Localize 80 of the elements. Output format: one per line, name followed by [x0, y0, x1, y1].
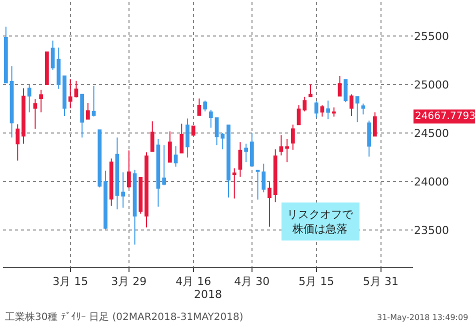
candlestick [50, 40, 55, 70]
candlestick [115, 137, 120, 210]
candlestick [214, 117, 219, 146]
candlestick [372, 112, 377, 136]
x-tick-label: 3月 29 [111, 275, 147, 288]
candlestick [338, 75, 342, 96]
candlestick [238, 142, 242, 178]
candlestick [62, 75, 66, 116]
candlestick [262, 163, 266, 193]
candlestick [268, 182, 272, 228]
candlestick [279, 134, 284, 156]
x-tick-label: 4月 30 [234, 275, 270, 288]
x-tick-label: 5月 31 [363, 275, 399, 288]
candlestick [332, 106, 336, 118]
text: 24667.7793 [415, 111, 475, 122]
candlestick [186, 118, 190, 158]
candlestick [256, 170, 260, 200]
candlestick [326, 100, 330, 120]
candlestick [44, 51, 49, 86]
candlestick [273, 148, 278, 203]
candlestick [132, 169, 137, 246]
candlestick [162, 144, 166, 186]
candlestick [80, 94, 84, 138]
candlestick [150, 120, 154, 152]
candlestick [320, 104, 324, 118]
candlestick [355, 96, 360, 123]
y-tick-label: 25500 [414, 30, 449, 43]
candlestick [4, 26, 8, 84]
candlestick [10, 66, 14, 138]
candlestick [68, 78, 72, 109]
candlestick [285, 138, 290, 163]
candlestick [174, 146, 178, 168]
candlestick [16, 124, 20, 162]
candlestick [220, 132, 225, 150]
candlestick [208, 109, 213, 128]
x-tick-label: 4月 16 [176, 275, 212, 288]
candlestick [92, 85, 96, 118]
candlestick [290, 124, 295, 150]
candlestick [22, 88, 26, 144]
candlestick [197, 98, 202, 116]
candlestick [27, 84, 32, 113]
candlestick [126, 150, 131, 189]
candlestick [302, 96, 307, 112]
candlestick [296, 104, 301, 126]
candlestick [244, 143, 248, 163]
candlestick [121, 172, 126, 208]
candlestick [314, 100, 318, 118]
candlestick [344, 79, 348, 103]
candlestick [250, 132, 254, 166]
candlestick [138, 177, 143, 214]
candlestick [156, 138, 160, 208]
candlestick [180, 123, 184, 154]
candlestick [203, 100, 208, 112]
candlestick [144, 152, 148, 228]
candlestick [361, 103, 366, 115]
x-tick-label: 5月 15 [298, 275, 334, 288]
candlestick [39, 89, 44, 113]
x-axis-title: 2018 [194, 288, 222, 302]
y-tick-label: 24500 [414, 126, 449, 140]
candlestick [367, 120, 372, 158]
candlestick [308, 84, 312, 98]
text: 31-May-2018 13:49:09 [377, 313, 468, 322]
y-tick-label: 25000 [414, 78, 449, 92]
candlestick [74, 80, 78, 98]
y-tick-label: 24000 [414, 175, 449, 188]
candlestick [168, 130, 172, 163]
candlestick [226, 124, 230, 198]
candlestick [104, 170, 108, 230]
text: 工業株30種 ﾃﾞｲﾘｰ 日足 (02MAR2018-31MAY2018) [5, 311, 244, 323]
candlestick [350, 94, 354, 116]
y-tick-label: 23500 [414, 224, 449, 237]
candlestick [86, 102, 90, 120]
candlestick [109, 158, 114, 206]
candlestick [56, 47, 61, 90]
candlestick [33, 98, 38, 130]
annotation: リスクオフで株価は急落 [287, 208, 354, 236]
candlestick [191, 126, 196, 136]
candlestick [98, 129, 102, 188]
candlestick [232, 168, 236, 199]
x-tick-label: 3月 15 [52, 275, 88, 288]
